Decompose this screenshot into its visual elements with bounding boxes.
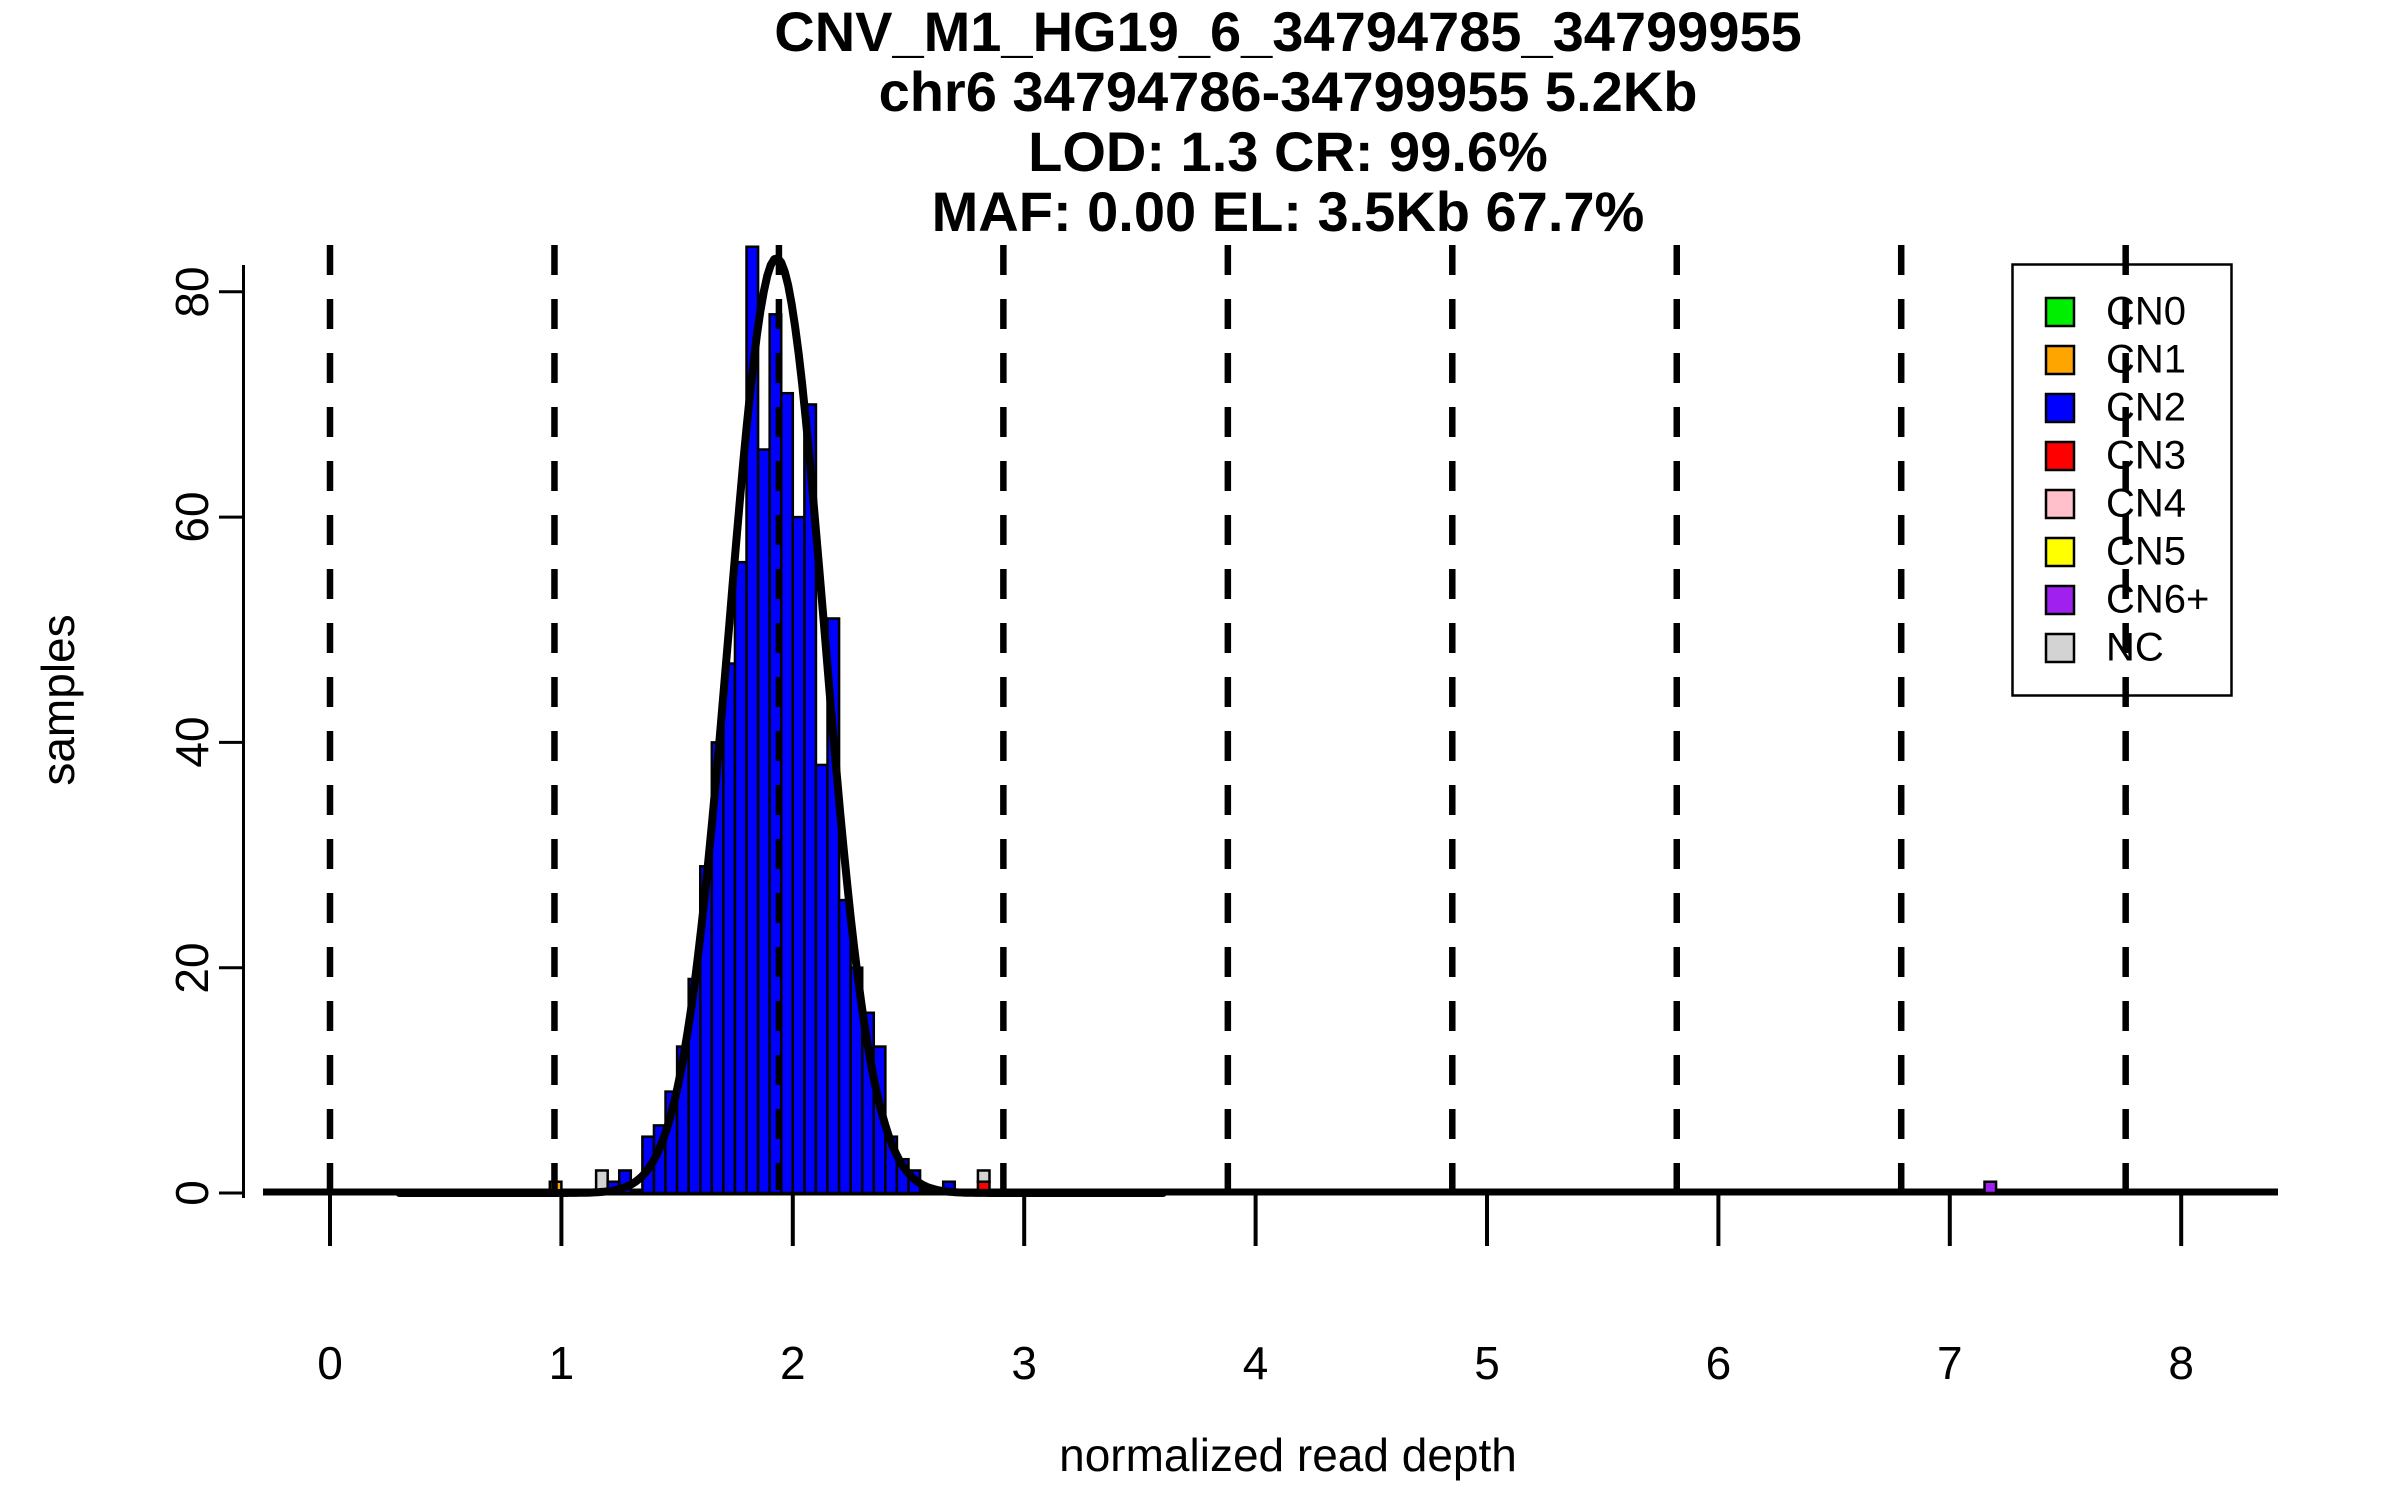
legend-label: CN6+ [2106,577,2210,622]
x-tick-label: 1 [548,1337,575,1389]
histogram-bar [837,898,852,1195]
plot-title-line-2: chr6 34794786-34799955 5.2Kb [878,60,1698,123]
legend-label: CN4 [2106,481,2187,526]
legend-swatch-cn6plus [2044,584,2076,616]
legend-box [2011,263,2233,697]
histogram-bar [976,1169,991,1183]
histogram-bar [814,763,829,1195]
histogram-bar [722,662,737,1195]
plot-title-line-3: LOD: 1.3 CR: 99.6% [1028,120,1548,183]
plot-title-block: CNV_M1_HG19_6_34794785_34799955 chr6 347… [244,2,2332,242]
x-tick-label: 3 [1011,1337,1037,1389]
histogram-bar [791,515,806,1195]
y-tick-label: 20 [166,942,218,994]
legend-label: CN0 [2106,289,2187,334]
legend-swatch-cn4 [2044,488,2076,520]
legend-label: NC [2106,625,2164,670]
legend-swatch-cn2 [2044,392,2076,424]
plot-title-line-4: MAF: 0.00 EL: 3.5Kb 67.7% [931,180,1645,243]
x-tick-label: 5 [1474,1337,1500,1389]
y-axis-label: samples [32,614,84,786]
legend-swatch-cn1 [2044,344,2076,376]
legend-label: CN5 [2106,529,2187,574]
y-tick-label: 80 [166,266,218,318]
histogram-bar [779,391,795,1195]
legend-swatch-cn3 [2044,440,2076,472]
histogram-bar [1983,1180,1998,1195]
y-tick-label: 60 [166,491,218,543]
legend-swatch-cn5 [2044,536,2076,568]
x-tick-label: 7 [1937,1337,1963,1389]
legend-label: CN1 [2106,337,2187,382]
x-axis-label: normalized read depth [1059,1429,1517,1481]
legend-label: CN3 [2106,433,2187,478]
y-tick-label: 0 [166,1180,218,1206]
x-tick-label: 4 [1242,1337,1269,1389]
histogram-bar [733,560,748,1195]
legend-swatch-nc [2044,632,2076,664]
legend-label: CN2 [2106,385,2187,430]
histogram-bar [756,448,771,1195]
plot-title-line-1: CNV_M1_HG19_6_34794785_34799955 [774,0,1802,63]
x-tick-label: 2 [780,1337,806,1389]
y-tick-label: 40 [166,716,218,768]
x-tick-label: 6 [1705,1337,1732,1389]
x-tick-label: 8 [2168,1337,2194,1389]
x-tick-label: 0 [317,1337,343,1389]
legend-swatch-cn0 [2044,296,2076,328]
